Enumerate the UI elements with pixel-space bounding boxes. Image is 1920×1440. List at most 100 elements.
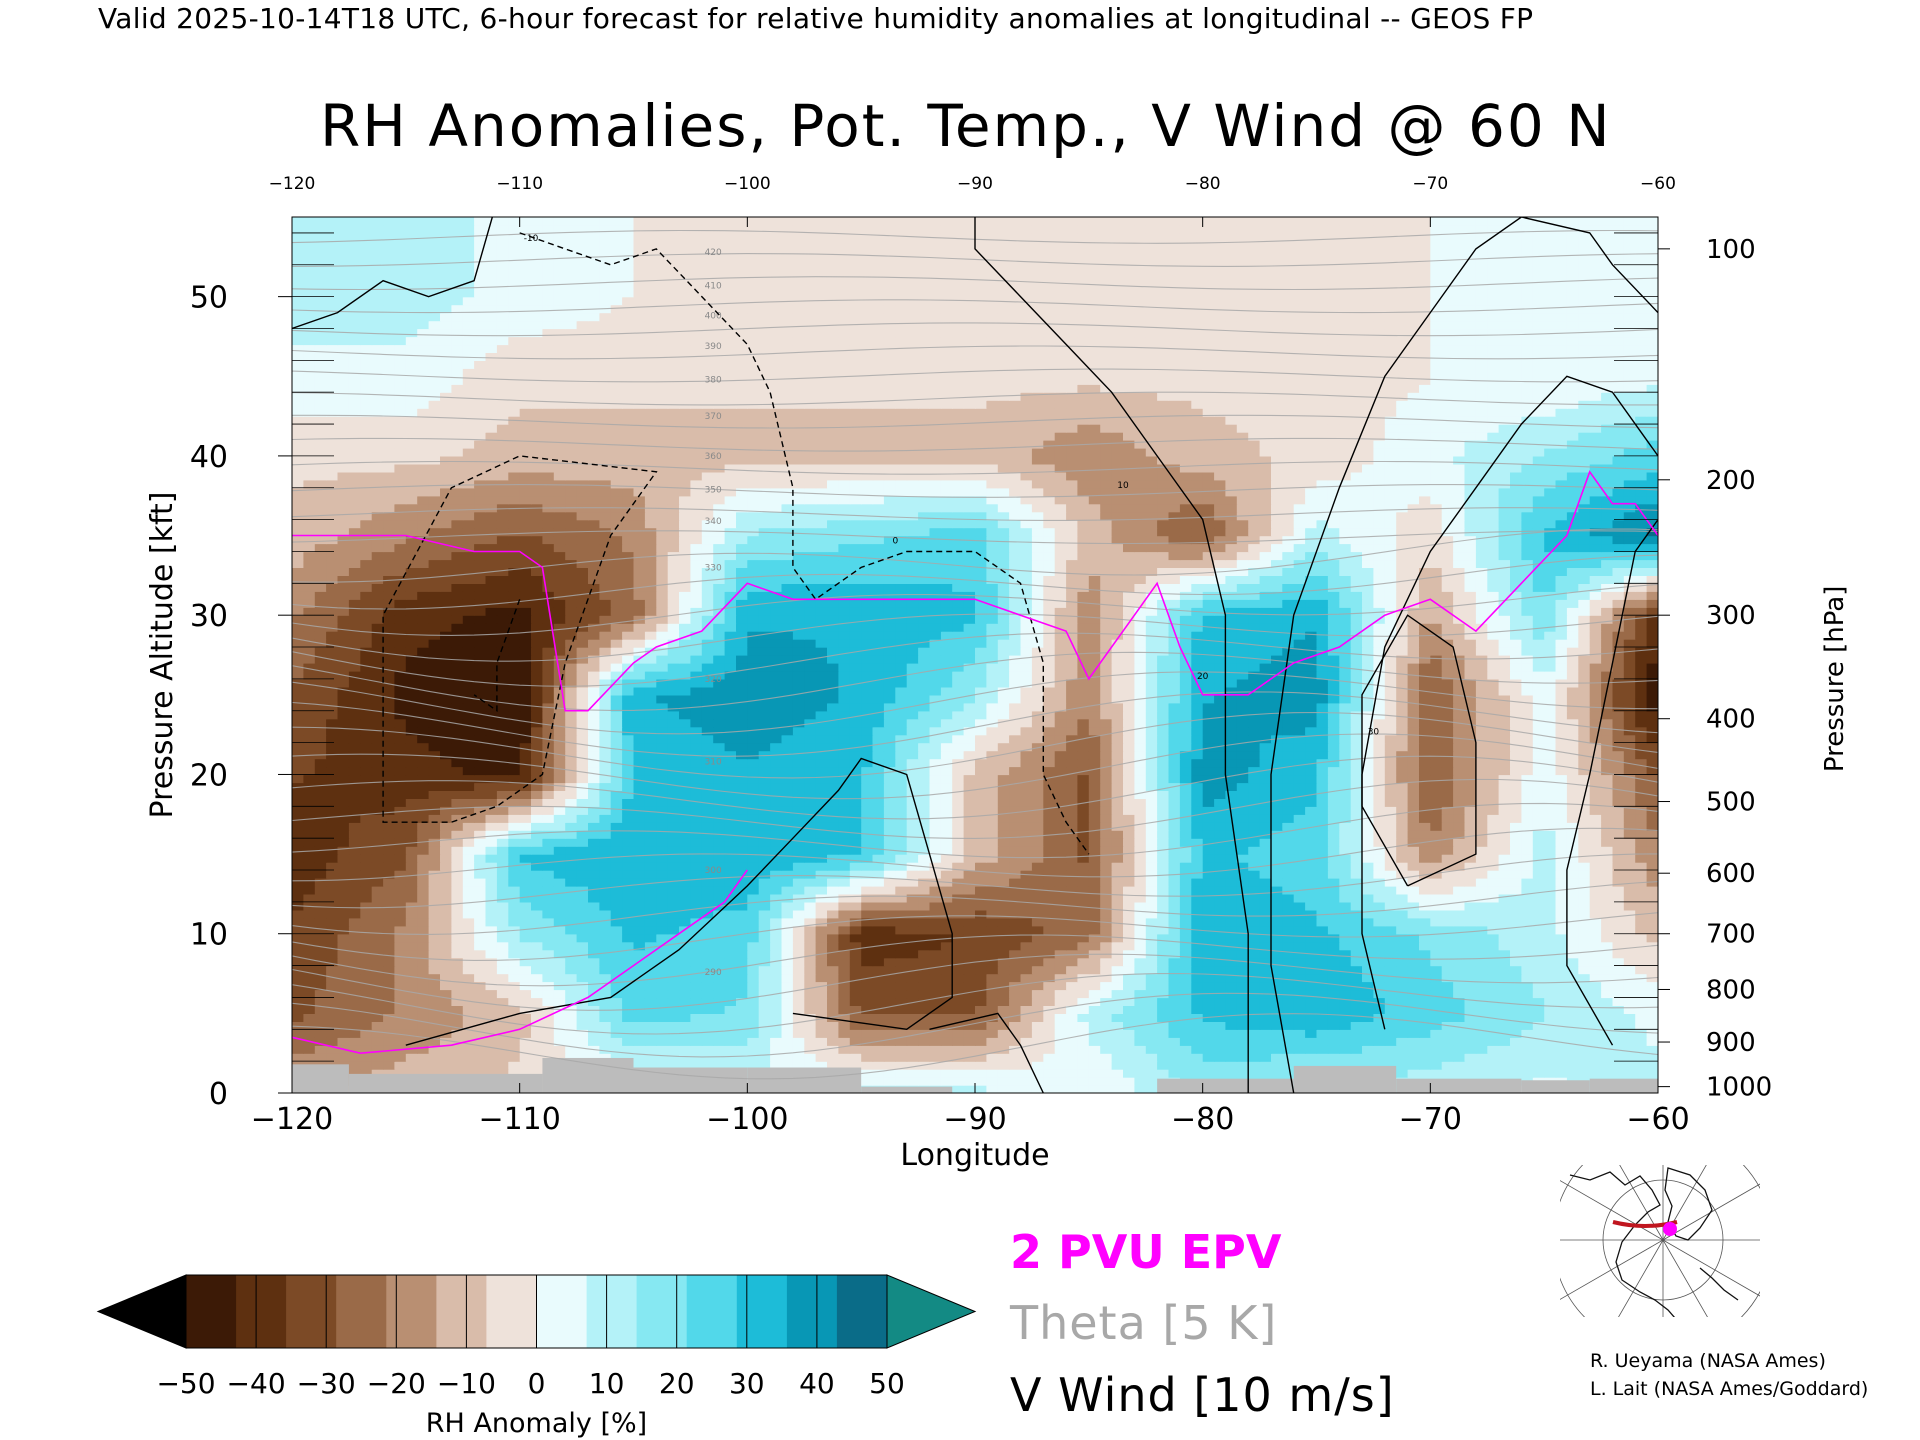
heat-cell [633, 758, 646, 768]
heat-cell [1441, 790, 1454, 799]
heat-cell [428, 965, 441, 975]
heat-cell [1601, 854, 1614, 863]
heat-cell [417, 814, 430, 823]
heat-cell [599, 790, 612, 799]
heat-cell [1362, 830, 1374, 839]
heat-cell [1179, 822, 1192, 831]
heat-cell [1623, 766, 1636, 776]
heat-cell [440, 758, 452, 768]
heat-cell [1612, 965, 1625, 975]
heat-cell [553, 1021, 566, 1030]
heat-cell [849, 1021, 862, 1030]
heat-cell [1123, 909, 1135, 919]
heat-cell [394, 973, 407, 983]
heat-cell [1362, 854, 1374, 863]
heat-cell [1225, 878, 1238, 887]
heat-cell [997, 806, 1010, 815]
heat-cell [883, 870, 896, 879]
heat-cell [405, 782, 418, 791]
heat-cell [1020, 989, 1033, 999]
heat-cell [815, 798, 828, 807]
heat-cell [861, 1045, 874, 1054]
heat-cell [599, 1037, 612, 1046]
heat-cell [1384, 925, 1397, 935]
heat-cell [485, 774, 498, 784]
heat-cell [792, 774, 805, 784]
heat-cell [1248, 893, 1261, 903]
heat-cell [1157, 997, 1170, 1006]
heat-cell [485, 1061, 498, 1070]
heat-cell [1248, 973, 1261, 983]
heat-cell [508, 941, 521, 951]
heat-cell [371, 814, 384, 823]
heat-cell [724, 846, 737, 855]
heat-cell [474, 798, 487, 807]
heat-cell [815, 893, 828, 903]
heat-cell [1031, 981, 1044, 991]
heat-cell [1510, 766, 1522, 776]
heat-cell [940, 846, 953, 855]
heat-cell [1305, 941, 1318, 951]
heat-cell [883, 1013, 896, 1022]
heat-cell [542, 790, 555, 799]
heat-cell [1066, 1021, 1079, 1030]
heat-cell [1248, 901, 1261, 911]
heat-cell [1350, 1037, 1363, 1046]
heat-cell [1111, 997, 1124, 1006]
heat-cell [1350, 917, 1363, 927]
heat-cell [1510, 957, 1522, 967]
heat-cell [314, 973, 327, 983]
heat-cell [1339, 854, 1352, 863]
heat-cell [610, 862, 623, 871]
heat-cell [1350, 989, 1363, 999]
heat-cell [405, 854, 418, 863]
heat-cell [975, 1061, 987, 1070]
heat-cell [804, 798, 817, 807]
heat-cell [519, 917, 532, 927]
heat-cell [383, 870, 396, 879]
heat-cell [861, 941, 874, 951]
heat-cell [1407, 766, 1420, 776]
heat-cell [1225, 981, 1238, 991]
heat-cell [1179, 878, 1192, 887]
heat-cell [1373, 941, 1386, 951]
heat-cell [679, 949, 691, 959]
heat-cell [656, 814, 669, 823]
heat-cell [405, 862, 418, 871]
heat-cell [1305, 862, 1318, 871]
heat-cell [1009, 1037, 1022, 1046]
heat-cell [724, 1053, 737, 1062]
heat-cell [610, 885, 623, 895]
heat-cell [371, 1005, 384, 1014]
heat-cell [1612, 1053, 1625, 1062]
heat-cell [1373, 981, 1386, 991]
heat-cell [861, 885, 874, 895]
heat-cell [1009, 1021, 1022, 1030]
heat-cell [1282, 885, 1295, 895]
heat-cell [1259, 790, 1272, 799]
heat-cell [1123, 782, 1135, 791]
heat-cell [405, 941, 418, 951]
heat-cell [599, 1013, 612, 1022]
heat-cell [303, 878, 316, 887]
heat-cell [1225, 798, 1238, 807]
heat-cell [599, 758, 612, 768]
heat-cell [940, 822, 953, 831]
heat-cell [1623, 1037, 1636, 1046]
heat-cell [1453, 997, 1466, 1006]
heat-cell [633, 1013, 646, 1022]
heat-cell [531, 885, 543, 895]
heat-cell [1157, 893, 1170, 903]
heat-cell [599, 885, 612, 895]
heat-cell [815, 766, 828, 776]
heat-cell [1339, 965, 1352, 975]
heat-cell [1248, 782, 1261, 791]
heat-cell [1646, 1029, 1658, 1038]
heat-cell [1441, 981, 1454, 991]
heat-cell [1635, 1021, 1648, 1030]
heat-cell [1475, 949, 1488, 959]
heat-cell [1316, 933, 1329, 943]
heat-cell [519, 766, 532, 776]
heat-cell [667, 1053, 680, 1062]
heat-cell [1157, 909, 1170, 919]
